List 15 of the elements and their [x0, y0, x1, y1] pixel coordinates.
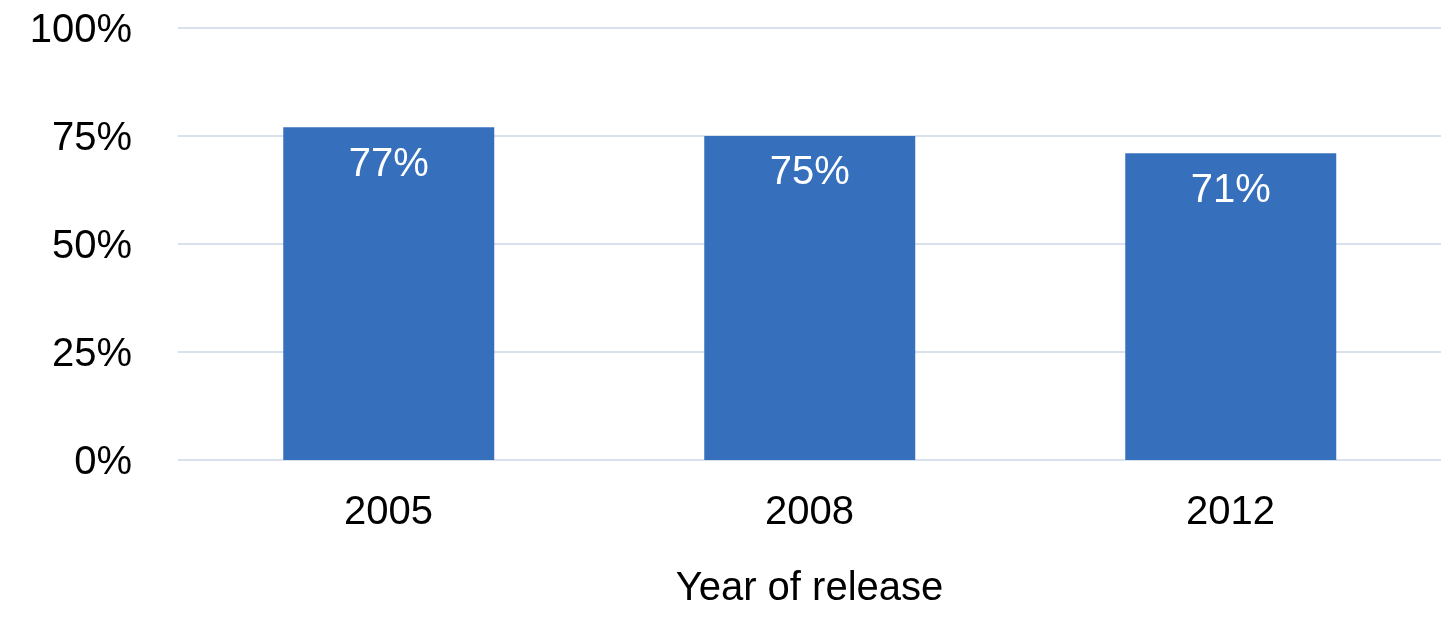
- data-label: 75%: [769, 148, 850, 193]
- data-label: 71%: [1190, 165, 1271, 210]
- x-tick-label: 2008: [765, 488, 854, 533]
- bar: [704, 136, 916, 460]
- y-tick-label: 75%: [51, 114, 132, 159]
- bar: [1125, 153, 1337, 460]
- bar: [283, 127, 495, 460]
- y-tick-label: 100%: [29, 6, 132, 51]
- y-tick-label: 0%: [74, 438, 132, 483]
- data-label: 77%: [348, 139, 429, 184]
- x-tick-label: 2012: [1186, 488, 1275, 533]
- x-axis-title: Year of release: [675, 564, 944, 608]
- y-tick-label: 50%: [51, 222, 132, 267]
- y-tick-label: 25%: [51, 330, 132, 375]
- x-tick-label: 2005: [344, 488, 433, 533]
